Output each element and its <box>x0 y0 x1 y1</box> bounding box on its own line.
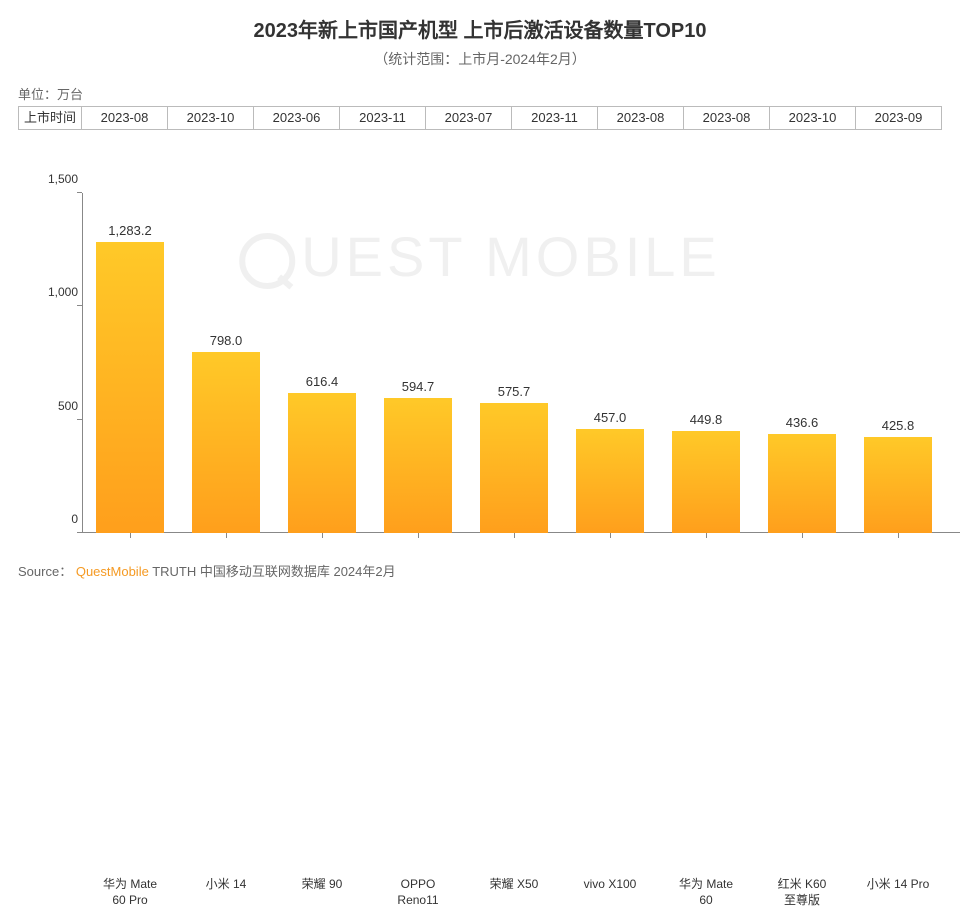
date-cell: 2023-07 <box>426 107 512 129</box>
y-tick-mark <box>77 192 82 193</box>
bar-value-label: 449.8 <box>690 412 723 427</box>
date-cell: 2023-10 <box>168 107 254 129</box>
date-cell: 2023-08 <box>82 107 168 129</box>
y-tick-mark <box>77 305 82 306</box>
bar: 1,283.2 <box>96 242 163 533</box>
bar: 575.7 <box>480 403 547 533</box>
y-tick-mark <box>77 532 82 533</box>
bar-slot: 575.7 <box>466 193 562 533</box>
source-brand: QuestMobile <box>76 564 149 579</box>
y-tick-label: 1,500 <box>32 172 78 186</box>
date-cell: 2023-08 <box>598 107 684 129</box>
bar-value-label: 457.0 <box>594 410 627 425</box>
x-tick-label: 荣耀 90 <box>274 877 370 908</box>
x-tick-label: 华为 MateX5 <box>946 877 960 908</box>
x-tick-mark <box>226 533 227 538</box>
date-cell: 2023-11 <box>512 107 598 129</box>
bar-value-label: 425.8 <box>882 418 915 433</box>
unit-label: 单位：万台 <box>18 84 83 103</box>
source-rest: TRUTH 中国移动互联网数据库 2024年2月 <box>152 564 395 579</box>
bar-slot: 402.2 <box>946 193 960 533</box>
x-tick-mark <box>802 533 803 538</box>
source-line: Source： QuestMobile TRUTH 中国移动互联网数据库 202… <box>18 561 396 580</box>
y-tick-label: 500 <box>32 399 78 413</box>
date-cell: 2023-11 <box>340 107 426 129</box>
x-tick-label: 红米 K60至尊版 <box>754 877 850 908</box>
bar-slot: 457.0 <box>562 193 658 533</box>
bar: 594.7 <box>384 398 451 533</box>
date-cell: 2023-10 <box>770 107 856 129</box>
chart-title: 2023年新上市国产机型 上市后激活设备数量TOP10 <box>0 14 960 43</box>
bar-value-label: 575.7 <box>498 384 531 399</box>
bars-container: 1,283.2 798.0 616.4 594.7 575.7 457.0 449.8 436… <box>82 193 960 533</box>
x-tick-mark <box>418 533 419 538</box>
x-tick-label: 小米 14 Pro <box>850 877 946 908</box>
bar-value-label: 1,283.2 <box>108 223 151 238</box>
date-cell: 2023-08 <box>684 107 770 129</box>
x-tick-mark <box>610 533 611 538</box>
bar-slot: 425.8 <box>850 193 946 533</box>
bar-slot: 1,283.2 <box>82 193 178 533</box>
y-tick-label: 0 <box>32 512 78 526</box>
x-tick-label: vivo X100 <box>562 877 658 908</box>
bar-slot: 449.8 <box>658 193 754 533</box>
x-tick-mark <box>898 533 899 538</box>
bar: 436.6 <box>768 434 835 533</box>
bar-value-label: 616.4 <box>306 374 339 389</box>
y-tick-label: 1,000 <box>32 285 78 299</box>
bar-slot: 616.4 <box>274 193 370 533</box>
bar-chart: 05001,0001,500 1,283.2798.0616.4594.7575… <box>82 193 960 533</box>
bar-value-label: 436.6 <box>786 415 819 430</box>
bar-value-label: 798.0 <box>210 333 243 348</box>
x-tick-mark <box>706 533 707 538</box>
y-axis: 05001,0001,500 <box>32 193 78 533</box>
x-tick-mark <box>322 533 323 538</box>
x-tick-label: 小米 14 <box>178 877 274 908</box>
x-tick-label: 荣耀 X50 <box>466 877 562 908</box>
x-axis-labels: 华为 Mate60 Pro小米 14荣耀 90OPPOReno11荣耀 X50v… <box>82 877 960 908</box>
date-cell: 2023-06 <box>254 107 340 129</box>
bar: 457.0 <box>576 429 643 533</box>
launch-date-row: 上市时间 2023-082023-102023-062023-112023-07… <box>18 106 942 130</box>
date-cell: 2023-09 <box>856 107 942 129</box>
chart-subtitle: （统计范围：上市月-2024年2月） <box>0 49 960 69</box>
bar: 425.8 <box>864 437 931 534</box>
bar-slot: 436.6 <box>754 193 850 533</box>
x-tick-label: 华为 Mate60 Pro <box>82 877 178 908</box>
x-tick-label: OPPOReno11 <box>370 877 466 908</box>
y-tick-mark <box>77 419 82 420</box>
x-tick-mark <box>514 533 515 538</box>
x-tick-mark <box>130 533 131 538</box>
bar-value-label: 594.7 <box>402 379 435 394</box>
bar-slot: 798.0 <box>178 193 274 533</box>
bar: 449.8 <box>672 431 739 533</box>
bar: 798.0 <box>192 352 259 533</box>
date-row-header: 上市时间 <box>18 107 82 129</box>
bar-slot: 594.7 <box>370 193 466 533</box>
bar: 616.4 <box>288 393 355 533</box>
source-prefix: Source： <box>18 564 72 579</box>
x-tick-label: 华为 Mate60 <box>658 877 754 908</box>
